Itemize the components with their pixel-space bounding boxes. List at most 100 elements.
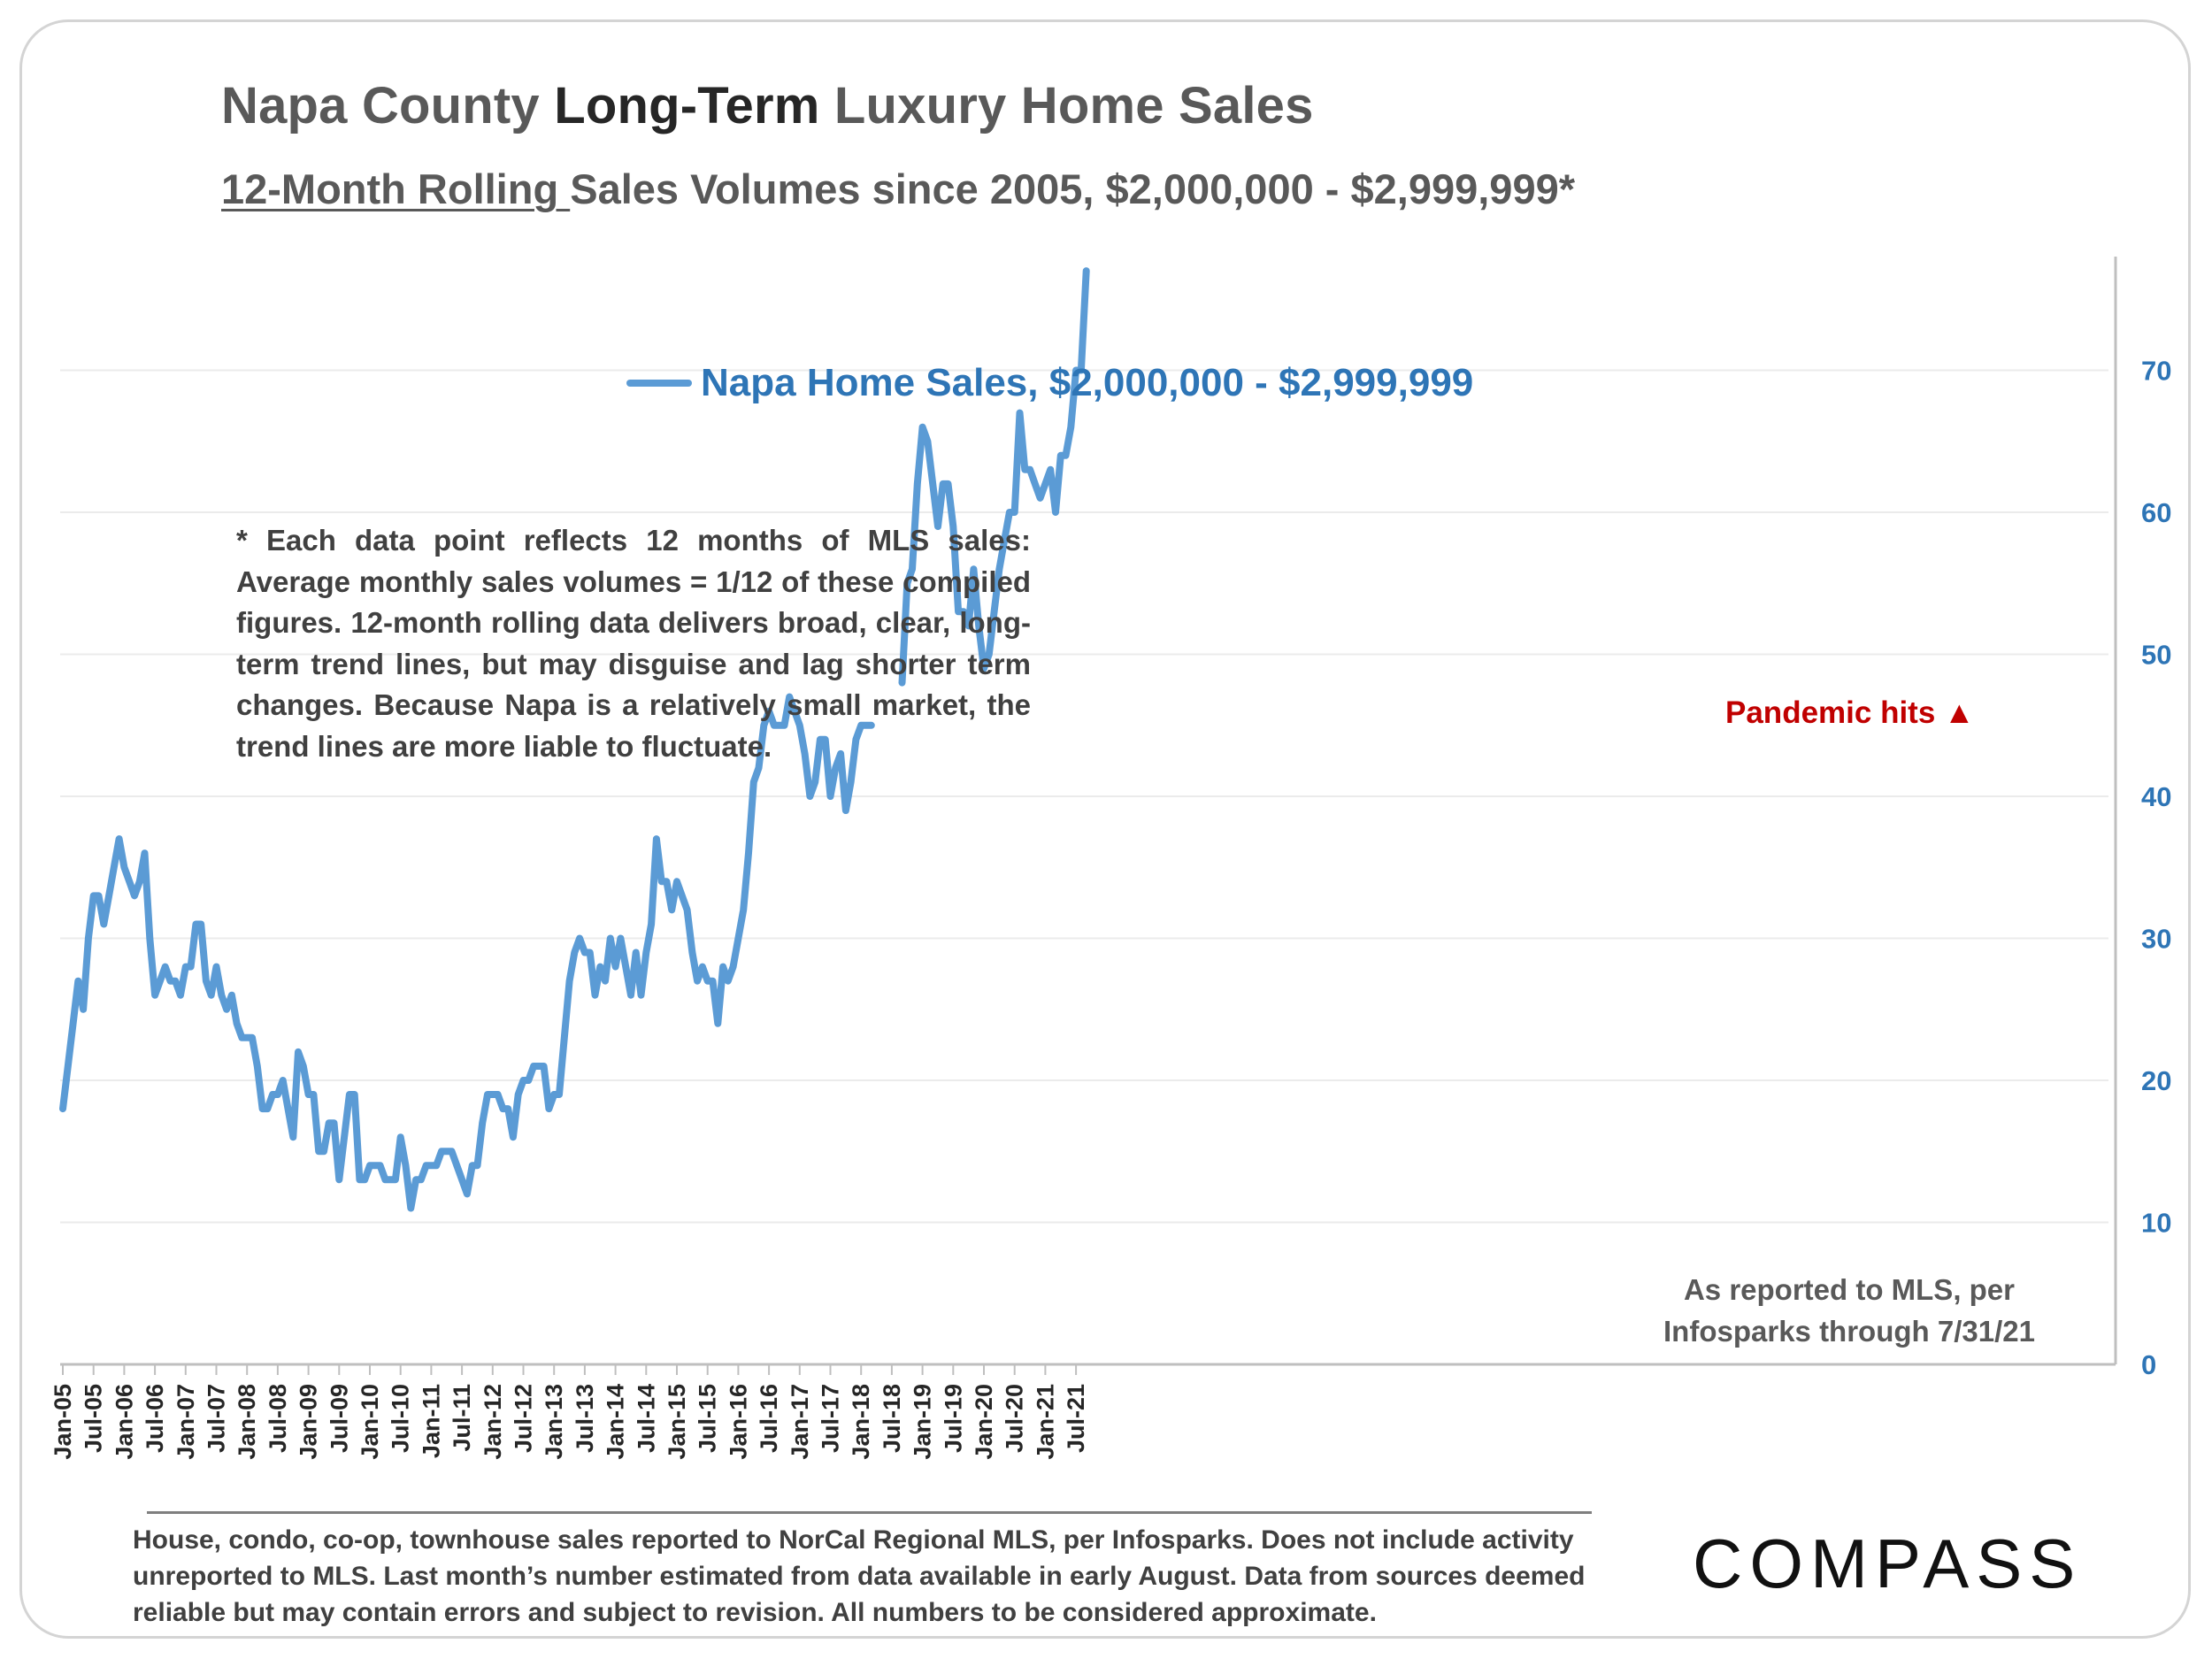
x-tick-label: Jul-11 [449,1384,475,1452]
data-point [919,424,926,430]
x-tick-label: Jan-15 [664,1384,690,1460]
data-point [397,1134,403,1141]
data-point [106,893,112,899]
data-point [81,1006,87,1012]
y-tick-label: 60 [2141,497,2171,528]
data-point [612,964,618,970]
y-tick-label: 30 [2141,924,2171,955]
data-point [822,736,828,742]
x-tick-label: Jul-20 [1002,1384,1028,1453]
title-part-1: Napa County [221,77,555,134]
data-point [316,1148,322,1155]
data-point [142,850,148,856]
data-point [746,850,751,856]
y-tick-label: 50 [2141,640,2171,671]
data-point [1027,466,1033,472]
data-point [305,1092,311,1097]
data-point [1002,538,1008,544]
data-point [228,992,234,998]
x-tick-label: Jan-14 [603,1384,629,1460]
x-tick-label: Jul-05 [81,1384,107,1453]
data-point [203,978,209,984]
data-point [910,566,915,572]
data-point [423,1163,429,1169]
data-point [842,808,849,813]
data-point [342,1134,348,1141]
data-point [285,1106,291,1112]
data-point [1032,480,1038,487]
data-point [362,1177,368,1183]
data-point [408,1205,414,1211]
data-point [623,964,629,970]
data-point [945,480,951,487]
data-point [500,1106,506,1112]
data-point [259,1106,265,1112]
data-point [413,1177,419,1183]
data-point [838,750,844,757]
data-point [750,779,757,785]
data-point [695,978,701,984]
data-point [925,438,931,444]
footer-divider [147,1511,1592,1514]
x-tick-label: Jul-06 [142,1384,168,1453]
data-point [664,879,670,885]
data-point [434,1163,440,1169]
data-point [234,1020,240,1026]
data-point [60,1106,65,1112]
data-point [178,992,183,998]
data-point [321,1148,326,1155]
data-point [489,1092,495,1097]
title-part-2: Luxury Home Sales [819,77,1314,134]
data-point [996,566,1002,572]
data-point [290,1134,296,1141]
data-point [182,964,188,970]
data-point [65,1064,71,1069]
data-point [669,907,675,913]
data-point [505,1106,511,1112]
data-point [1017,410,1023,416]
data-point [715,1020,721,1026]
data-point [1063,452,1069,458]
data-point [1057,452,1064,458]
data-point [853,736,859,742]
data-point [577,935,583,941]
data-point [864,722,869,728]
data-point [520,1078,526,1083]
data-point [224,1006,230,1012]
data-point [96,893,102,899]
x-tick-label: Jul-21 [1063,1384,1089,1453]
data-point [710,978,716,984]
data-point [899,680,905,686]
data-point [735,935,741,941]
data-point [1037,495,1043,501]
footer-disclaimer: House, condo, co-op, townhouse sales rep… [133,1525,1586,1627]
data-point [346,1092,352,1097]
data-point [439,1148,444,1155]
data-point [833,764,839,771]
data-point [250,1034,255,1041]
chart-title: Napa County Long-Term Luxury Home Sales [221,76,1314,135]
data-point [372,1163,378,1169]
data-point [485,1092,490,1097]
data-point [1053,510,1058,515]
data-point [270,1092,276,1097]
data-point [1042,480,1048,487]
subtitle-underlined: 12-Month Rolling [221,165,571,212]
data-point [930,480,936,487]
data-point [336,1177,342,1183]
x-tick-label: Jul-09 [326,1384,352,1453]
data-point [960,609,966,615]
data-point [388,1177,394,1183]
y-tick-label: 0 [2141,1349,2156,1380]
data-point [85,935,91,941]
data-point [162,964,168,970]
data-point [653,836,659,842]
data-point [510,1134,516,1141]
data-point [116,836,122,842]
source-note: As reported to MLS, per Infosparks throu… [1663,1273,2035,1348]
series-points [60,268,1089,1211]
data-point [377,1163,383,1169]
data-point [526,1078,532,1083]
title-part-bold: Long-Term [554,77,820,134]
